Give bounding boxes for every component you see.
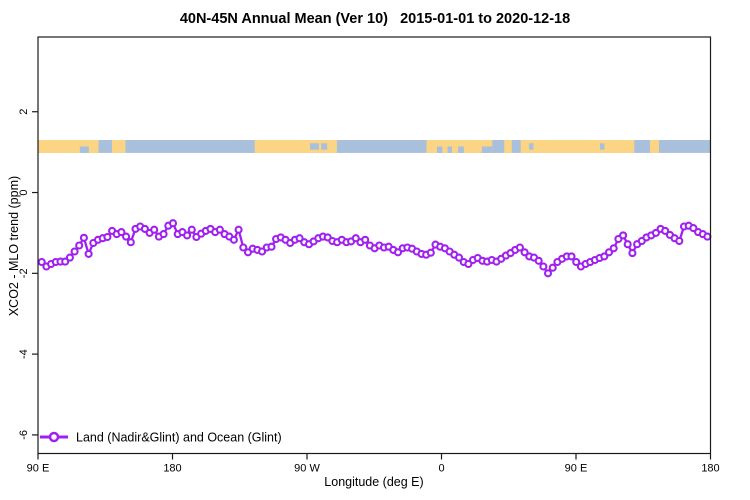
x-tick-label: 180 bbox=[163, 463, 181, 475]
y-axis-title: XCO2 - MLO trend (ppm) bbox=[7, 175, 21, 317]
data-point-marker bbox=[140, 224, 149, 233]
legend: Land (Nadir&Glint) and Ocean (Glint) bbox=[40, 431, 282, 445]
y-tick-label: -2 bbox=[18, 268, 30, 278]
data-point-marker bbox=[215, 225, 224, 234]
data-series bbox=[37, 219, 712, 278]
data-point-marker bbox=[295, 234, 304, 243]
data-point-marker bbox=[70, 247, 79, 256]
ocean-inlet bbox=[447, 146, 452, 153]
data-point-marker bbox=[567, 252, 576, 261]
data-point-marker bbox=[675, 236, 684, 246]
data-point-marker bbox=[239, 243, 248, 252]
axes bbox=[32, 36, 712, 460]
data-point-marker bbox=[454, 253, 464, 262]
data-point-marker bbox=[619, 231, 628, 240]
data-point-marker bbox=[150, 225, 159, 234]
plot-box bbox=[37, 36, 712, 455]
data-point-marker bbox=[159, 230, 168, 239]
chart-title: 40N-45N Annual Mean (Ver 10) 2015-01-01 … bbox=[179, 11, 571, 27]
data-point-marker bbox=[183, 231, 192, 240]
ocean-inlet bbox=[321, 143, 328, 150]
ocean-inlet bbox=[481, 146, 493, 153]
data-point-marker bbox=[122, 232, 131, 241]
data-point-marker bbox=[539, 262, 548, 271]
y-tick-label: 2 bbox=[18, 109, 30, 115]
x-tick-label: 90 E bbox=[27, 463, 50, 475]
ocean-inlet bbox=[437, 146, 443, 153]
x-tick-label: 180 bbox=[701, 463, 719, 475]
data-point-marker bbox=[103, 232, 112, 242]
data-point-marker bbox=[229, 235, 238, 244]
data-point-marker bbox=[623, 240, 632, 249]
data-point-marker bbox=[534, 256, 543, 265]
data-point-marker bbox=[572, 257, 581, 267]
data-point-marker bbox=[361, 235, 370, 244]
x-tick-label: 0 bbox=[438, 463, 444, 475]
x-tick-label: 90 W bbox=[294, 463, 320, 475]
legend-label: Land (Nadir&Glint) and Ocean (Glint) bbox=[76, 431, 282, 445]
land-segment bbox=[520, 140, 635, 153]
land-segment bbox=[649, 140, 659, 153]
ocean-inlet bbox=[457, 146, 464, 153]
ocean-inlet bbox=[599, 143, 605, 150]
data-point-marker bbox=[393, 248, 403, 257]
data-point-marker bbox=[703, 232, 712, 241]
data-point-marker bbox=[628, 249, 637, 258]
ocean-inlet bbox=[528, 143, 534, 150]
y-tick-label: 0 bbox=[18, 189, 30, 195]
data-point-marker bbox=[267, 242, 276, 251]
data-point-marker bbox=[351, 234, 360, 243]
x-axis-title: Longitude (deg E) bbox=[324, 475, 424, 489]
data-point-marker bbox=[426, 248, 435, 257]
data-point-marker bbox=[79, 233, 88, 242]
data-point-marker bbox=[65, 253, 74, 262]
data-point-marker bbox=[600, 252, 609, 261]
y-tick-label: -6 bbox=[18, 430, 30, 440]
land-segment bbox=[111, 140, 126, 153]
data-point-marker bbox=[168, 219, 178, 228]
data-point-marker bbox=[187, 225, 196, 234]
data-point-marker bbox=[84, 249, 93, 258]
coastline-band bbox=[38, 140, 711, 153]
data-point-marker bbox=[609, 244, 618, 253]
legend-marker-icon bbox=[48, 431, 60, 443]
data-point-marker bbox=[689, 224, 698, 233]
y-tick-label: -4 bbox=[18, 349, 30, 359]
data-point-marker bbox=[604, 248, 614, 257]
ocean-inlet bbox=[79, 146, 89, 153]
data-point-marker bbox=[117, 228, 126, 237]
data-point-marker bbox=[126, 238, 135, 247]
data-point-marker bbox=[651, 228, 660, 237]
data-point-marker bbox=[37, 257, 46, 267]
land-segment bbox=[504, 140, 512, 153]
x-tick-label: 90 E bbox=[565, 463, 588, 475]
data-point-marker bbox=[661, 226, 670, 235]
data-point-marker bbox=[75, 241, 84, 250]
data-point-marker bbox=[515, 243, 524, 252]
data-point-marker bbox=[61, 257, 70, 266]
ocean-inlet bbox=[309, 143, 319, 150]
data-point-marker bbox=[548, 263, 557, 272]
data-point-marker bbox=[520, 248, 529, 257]
data-point-marker bbox=[258, 247, 267, 256]
data-point-marker bbox=[543, 269, 553, 278]
data-point-marker bbox=[234, 225, 243, 234]
land-segment bbox=[38, 140, 99, 153]
